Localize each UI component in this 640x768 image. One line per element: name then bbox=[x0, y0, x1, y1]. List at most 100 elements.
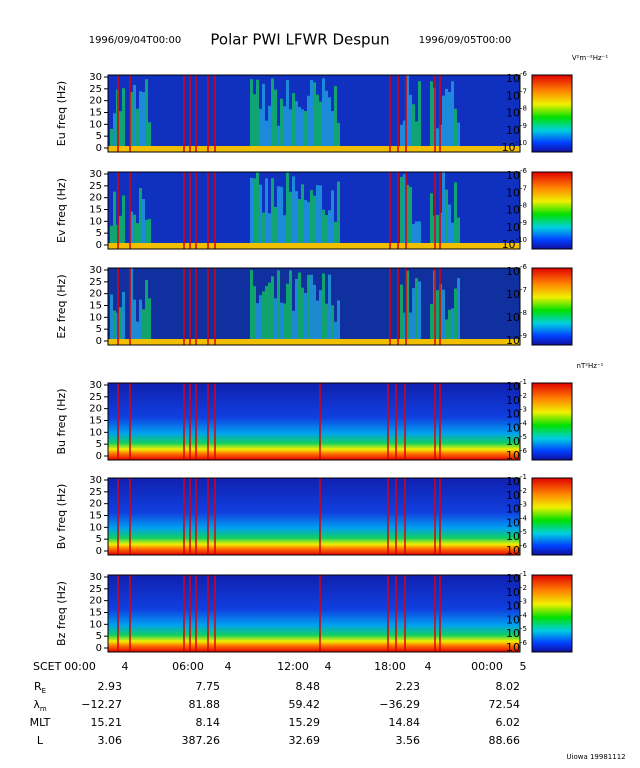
colorbar-label: 10-9 bbox=[506, 122, 527, 137]
spectrogram-cell bbox=[262, 291, 265, 345]
spectrogram-cell bbox=[418, 221, 421, 249]
colorbar-base: 10 bbox=[506, 449, 520, 462]
spectrogram-cell bbox=[253, 94, 256, 152]
ephemeris-value: 59.42 bbox=[289, 698, 321, 711]
colorbar-exp: -8 bbox=[520, 105, 527, 113]
colorbar-base: 10 bbox=[506, 516, 520, 529]
panel-frame bbox=[107, 171, 521, 250]
y-tick-label: 10 bbox=[89, 619, 102, 630]
spectrogram-cell bbox=[119, 215, 122, 249]
colorbar-label: 10-10 bbox=[502, 236, 527, 251]
spectrogram-cell bbox=[283, 215, 286, 249]
colorbar-exp: -7 bbox=[520, 286, 527, 294]
ephemeris-value: 88.66 bbox=[489, 734, 521, 747]
spectrogram bbox=[108, 383, 520, 460]
ephemeris-value: 72.54 bbox=[489, 698, 521, 711]
title: Polar PWI LFWR Despun bbox=[210, 31, 389, 49]
colorbar-base: 10 bbox=[506, 641, 520, 654]
spectrogram-cell bbox=[304, 110, 307, 152]
spectrogram-cell bbox=[400, 176, 403, 249]
spectrogram-cell bbox=[409, 94, 412, 152]
spectrogram-cell bbox=[139, 299, 142, 345]
y-axis-label: Ez freq (Hz) bbox=[55, 274, 68, 338]
colorbar-base: 10 bbox=[506, 169, 520, 182]
spectrogram-band bbox=[108, 243, 520, 249]
spectrogram-cell bbox=[442, 95, 445, 152]
spectrogram-cell bbox=[412, 104, 415, 152]
spectrogram-cell bbox=[274, 206, 277, 249]
colorbar-exp: -3 bbox=[520, 598, 527, 606]
spectrogram-cell bbox=[148, 122, 151, 152]
panel-frame bbox=[107, 574, 521, 653]
spectrogram-band bbox=[108, 146, 520, 152]
spectrogram-cell bbox=[334, 86, 337, 152]
y-axis-label: Bv freq (Hz) bbox=[55, 484, 68, 550]
colorbar-base: 10 bbox=[506, 600, 520, 613]
y-tick-label: 30 bbox=[89, 169, 102, 180]
colorbar-base: 10 bbox=[506, 394, 520, 407]
spectrogram-cell bbox=[142, 92, 145, 152]
colorbar-exp: -6 bbox=[520, 542, 528, 550]
colorbar-exp: -3 bbox=[520, 501, 527, 509]
spectrogram-cell bbox=[298, 199, 301, 249]
y-tick-label: 5 bbox=[96, 631, 102, 642]
spectrogram-cell bbox=[283, 106, 286, 152]
spectrogram-cell bbox=[322, 209, 325, 249]
colorbar-exp: -5 bbox=[520, 528, 527, 536]
spectrogram-cell bbox=[334, 221, 337, 249]
y-tick-label: 20 bbox=[89, 193, 102, 204]
spectrogram-cell bbox=[292, 93, 295, 152]
spectrogram-cell bbox=[259, 295, 262, 345]
ephemeris-name: RE bbox=[34, 680, 46, 695]
colorbar-exp: -6 bbox=[520, 70, 528, 78]
spectrogram-cell bbox=[436, 290, 439, 345]
colorbar-exp: -1 bbox=[520, 473, 527, 481]
colorbar-base: 10 bbox=[506, 89, 520, 102]
colorbar-base: 10 bbox=[506, 265, 520, 278]
spectrogram-cell bbox=[133, 299, 136, 345]
y-tick-label: 25 bbox=[89, 84, 102, 95]
spectrogram-cell bbox=[136, 108, 139, 152]
colorbar-exp: -6 bbox=[520, 263, 528, 271]
y-tick-label: 20 bbox=[89, 596, 102, 607]
y-tick-label: 0 bbox=[96, 240, 102, 251]
spectrogram-cell bbox=[250, 79, 253, 152]
ephemeris-value: −12.27 bbox=[81, 698, 122, 711]
y-tick-label: 20 bbox=[89, 289, 102, 300]
y-tick-label: 25 bbox=[89, 277, 102, 288]
spectrogram-cell bbox=[268, 105, 271, 152]
spectrogram-cell bbox=[286, 283, 289, 345]
spectrogram-cell bbox=[442, 289, 445, 345]
spectrogram-cell bbox=[250, 177, 253, 249]
colorbar-exp: -7 bbox=[520, 87, 527, 95]
colorbar-label: 10-4 bbox=[506, 419, 528, 434]
colorbar-base: 10 bbox=[506, 544, 520, 557]
colorbar bbox=[531, 574, 573, 653]
spectrogram-cell bbox=[298, 272, 301, 345]
spectrogram-cell bbox=[445, 319, 448, 345]
spectrogram-cell bbox=[316, 300, 319, 345]
y-tick-label: 5 bbox=[96, 131, 102, 142]
colorbar-base: 10 bbox=[506, 530, 520, 543]
ephemeris-name-main: L bbox=[37, 734, 44, 747]
spectrogram-cell bbox=[409, 186, 412, 249]
spectrogram-cell bbox=[307, 95, 310, 152]
colorbar-base: 10 bbox=[506, 380, 520, 393]
colorbar-base: 10 bbox=[502, 141, 516, 154]
spectrogram-cell bbox=[130, 92, 133, 152]
spectrogram-cell bbox=[454, 108, 457, 152]
spectrogram-cell bbox=[122, 291, 125, 345]
spectrogram-cell bbox=[406, 75, 409, 152]
footer: Uiowa 19981112 bbox=[566, 753, 625, 761]
ephemeris-name: MLT bbox=[30, 716, 51, 729]
spectrogram bbox=[108, 478, 520, 555]
spectrogram-cell bbox=[274, 298, 277, 345]
spectrogram-cell bbox=[262, 212, 265, 249]
spectrogram-cell bbox=[256, 172, 259, 249]
spectrogram-cell bbox=[307, 274, 310, 345]
colorbar-label: 10-3 bbox=[506, 501, 527, 516]
time-tick-label: 00:00 bbox=[64, 660, 96, 673]
y-tick-label: 0 bbox=[96, 643, 102, 654]
spectrogram-cell bbox=[448, 309, 451, 345]
